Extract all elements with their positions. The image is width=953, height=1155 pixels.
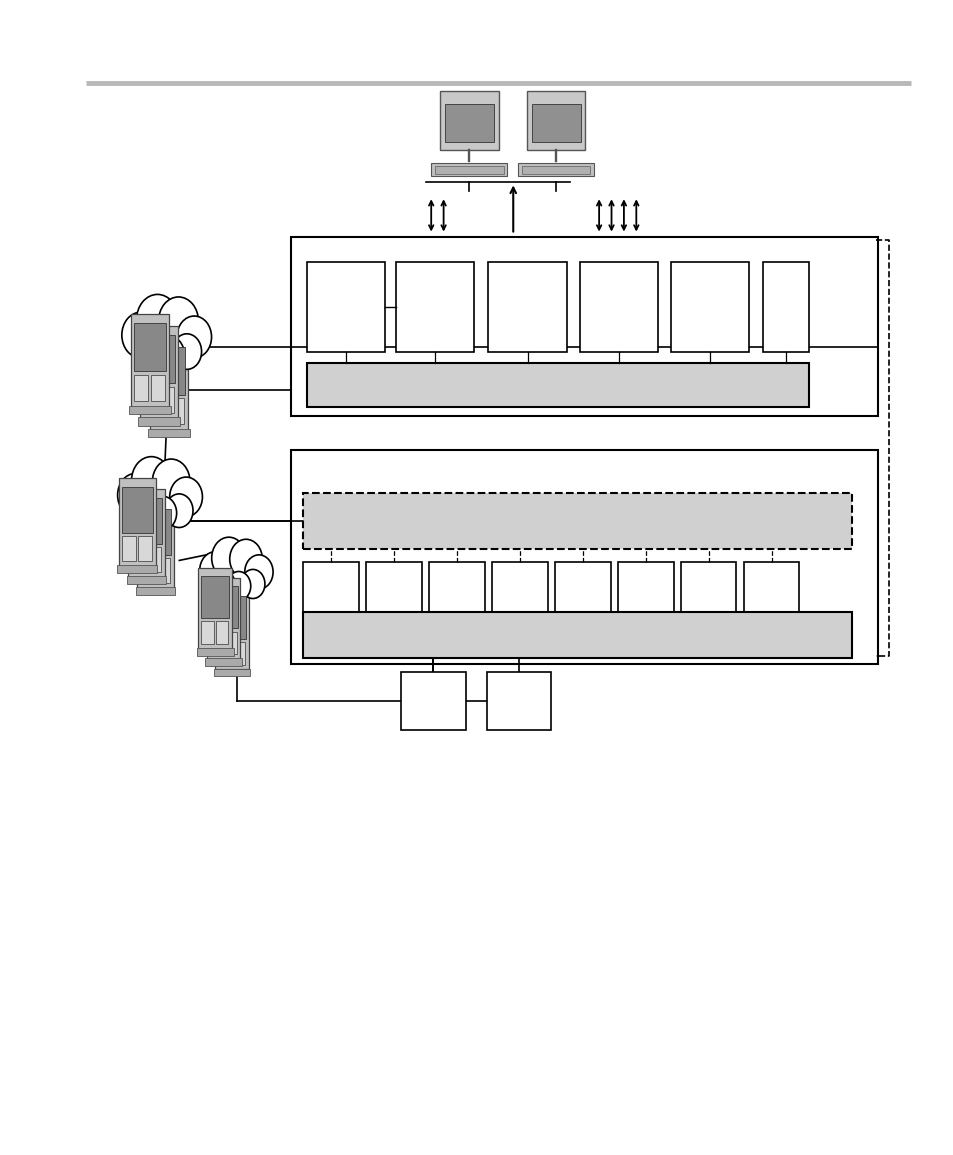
Bar (492, 562, 547, 649)
Circle shape (199, 552, 231, 589)
Bar (213, 669, 251, 676)
Circle shape (245, 554, 273, 589)
Bar (618, 562, 673, 649)
Bar (526, 91, 585, 150)
Bar (579, 262, 658, 352)
Bar (127, 576, 166, 584)
Bar (517, 163, 594, 177)
Bar (143, 387, 157, 412)
Circle shape (230, 539, 262, 579)
Circle shape (136, 295, 178, 345)
Bar (131, 314, 169, 407)
Bar (435, 166, 503, 173)
Bar (395, 262, 474, 352)
Bar (137, 500, 173, 588)
Circle shape (213, 571, 234, 597)
Bar (119, 478, 155, 566)
Circle shape (240, 569, 265, 598)
Bar (680, 562, 736, 649)
Bar (170, 398, 184, 424)
Bar (217, 642, 230, 664)
Bar (122, 536, 135, 560)
Circle shape (152, 459, 190, 505)
Bar (140, 326, 178, 418)
Bar (133, 375, 148, 401)
Bar (307, 363, 808, 407)
Circle shape (132, 456, 171, 505)
Bar (303, 612, 851, 658)
Circle shape (117, 474, 153, 516)
Bar (303, 562, 358, 649)
Bar (210, 586, 237, 628)
Bar (133, 323, 166, 372)
Bar (138, 536, 152, 560)
Bar (205, 658, 242, 665)
Bar (429, 562, 484, 649)
Bar (152, 398, 167, 424)
Bar (135, 587, 175, 595)
Bar (138, 417, 180, 425)
Circle shape (132, 495, 158, 527)
Bar (201, 576, 229, 618)
Circle shape (158, 297, 198, 345)
Bar (198, 568, 232, 649)
Bar (439, 91, 498, 150)
Bar (743, 562, 799, 649)
Bar (303, 493, 851, 549)
Bar (531, 104, 580, 142)
Bar (521, 166, 590, 173)
Bar (233, 642, 245, 664)
Bar (486, 672, 551, 730)
Circle shape (122, 312, 159, 358)
Bar (555, 562, 610, 649)
Bar (132, 547, 145, 572)
Bar (224, 632, 236, 655)
Bar (140, 509, 171, 554)
Circle shape (137, 335, 165, 368)
Circle shape (149, 497, 176, 530)
Bar (132, 498, 161, 544)
Bar (400, 672, 465, 730)
Bar (160, 387, 174, 412)
Bar (207, 578, 240, 660)
Bar (156, 558, 170, 582)
Circle shape (212, 537, 246, 579)
Bar (122, 487, 152, 532)
Circle shape (165, 494, 193, 528)
Bar (117, 565, 157, 573)
Bar (762, 262, 808, 352)
Bar (196, 648, 233, 656)
Bar (291, 450, 877, 664)
Bar (444, 104, 494, 142)
Bar (307, 262, 385, 352)
Bar (291, 237, 877, 416)
Bar (215, 588, 249, 670)
Bar (128, 490, 165, 576)
Circle shape (170, 477, 202, 516)
Bar (152, 346, 185, 395)
Circle shape (172, 334, 201, 370)
Bar (670, 262, 748, 352)
Bar (151, 375, 165, 401)
Circle shape (154, 336, 184, 372)
Circle shape (176, 316, 212, 358)
Bar (150, 337, 188, 430)
Bar (488, 262, 566, 352)
Bar (431, 163, 507, 177)
Bar (129, 405, 171, 413)
Circle shape (227, 572, 251, 601)
Bar (140, 558, 153, 582)
Bar (148, 429, 190, 437)
Bar (366, 562, 421, 649)
Bar (143, 335, 175, 383)
Bar (217, 596, 246, 639)
Bar (201, 621, 213, 644)
Bar (210, 632, 222, 655)
Bar (215, 621, 228, 644)
Bar (147, 547, 160, 572)
